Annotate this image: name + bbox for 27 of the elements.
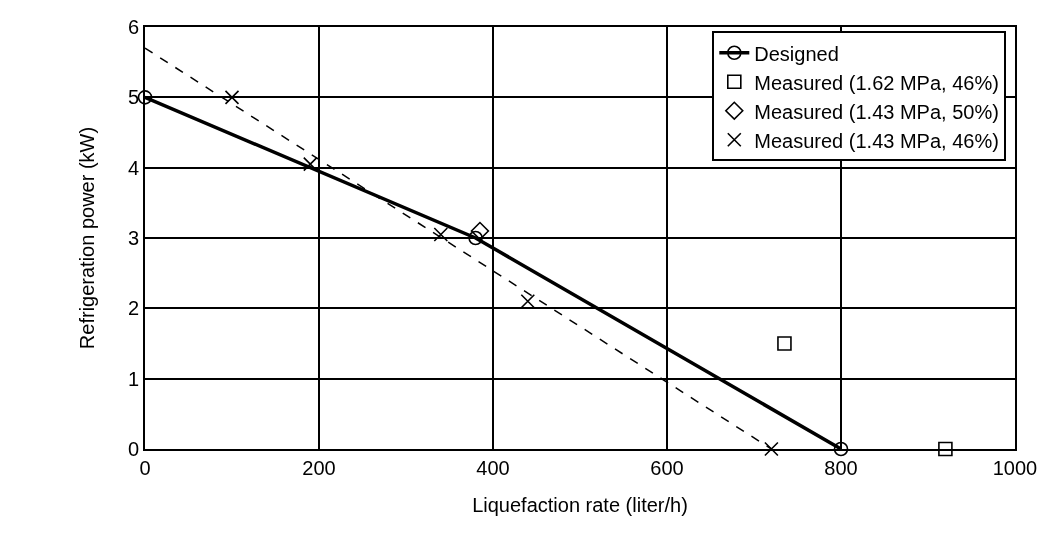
legend-label: Measured (1.62 MPa, 46%)	[754, 71, 999, 94]
point	[938, 441, 953, 457]
y-tick-label: 1	[127, 367, 139, 390]
y-axis-title: Refrigeration power (kW)	[76, 126, 98, 350]
point	[833, 441, 849, 457]
x-tick-label: 400	[476, 457, 510, 479]
point	[520, 294, 536, 309]
y-tick-label: 5	[127, 86, 139, 109]
y-tick-label: 2	[127, 297, 139, 320]
legend-label: Measured (1.43 MPa, 46%)	[754, 129, 999, 152]
y-tick-label: 0	[127, 438, 139, 460]
point	[764, 441, 779, 457]
y-tick-label: 4	[127, 156, 139, 179]
x-tick-label: 600	[650, 457, 684, 479]
y-tick-label: 3	[127, 227, 139, 249]
x-tick-label: 800	[824, 457, 858, 479]
point	[468, 230, 483, 246]
point	[224, 90, 240, 105]
y-tick-label: 6	[127, 16, 139, 38]
point	[777, 336, 792, 351]
x-axis-title: Liquefaction rate (liter/h)	[472, 494, 688, 516]
point	[303, 156, 318, 172]
point	[433, 227, 449, 242]
legend-label: Designed	[754, 42, 839, 65]
legend-label: Measured (1.43 MPa, 50%)	[754, 100, 999, 123]
x-tick-label: 1000	[992, 457, 1038, 479]
x-tick-label: 200	[302, 457, 336, 479]
